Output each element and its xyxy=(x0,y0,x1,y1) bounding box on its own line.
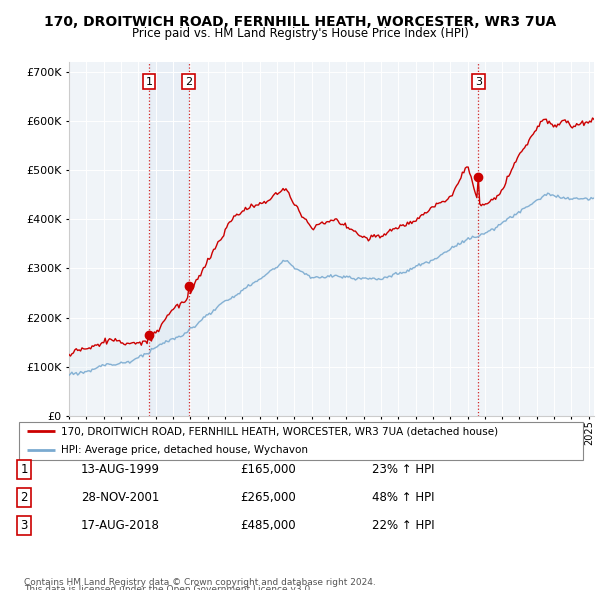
Text: 28-NOV-2001: 28-NOV-2001 xyxy=(81,491,160,504)
Text: 48% ↑ HPI: 48% ↑ HPI xyxy=(372,491,434,504)
Text: £165,000: £165,000 xyxy=(240,463,296,476)
Text: 170, DROITWICH ROAD, FERNHILL HEATH, WORCESTER, WR3 7UA: 170, DROITWICH ROAD, FERNHILL HEATH, WOR… xyxy=(44,15,556,29)
Text: 3: 3 xyxy=(20,519,28,532)
Text: 1: 1 xyxy=(20,463,28,476)
Text: 2: 2 xyxy=(20,491,28,504)
Text: 23% ↑ HPI: 23% ↑ HPI xyxy=(372,463,434,476)
FancyBboxPatch shape xyxy=(19,422,583,460)
Text: Contains HM Land Registry data © Crown copyright and database right 2024.: Contains HM Land Registry data © Crown c… xyxy=(24,578,376,587)
Text: 13-AUG-1999: 13-AUG-1999 xyxy=(81,463,160,476)
Text: 17-AUG-2018: 17-AUG-2018 xyxy=(81,519,160,532)
Text: 1: 1 xyxy=(146,77,152,87)
Text: This data is licensed under the Open Government Licence v3.0.: This data is licensed under the Open Gov… xyxy=(24,585,313,590)
Text: £485,000: £485,000 xyxy=(240,519,296,532)
Text: 170, DROITWICH ROAD, FERNHILL HEATH, WORCESTER, WR3 7UA (detached house): 170, DROITWICH ROAD, FERNHILL HEATH, WOR… xyxy=(61,427,497,436)
Text: 2: 2 xyxy=(185,77,192,87)
Text: 3: 3 xyxy=(475,77,482,87)
Text: 22% ↑ HPI: 22% ↑ HPI xyxy=(372,519,434,532)
Text: £265,000: £265,000 xyxy=(240,491,296,504)
Text: HPI: Average price, detached house, Wychavon: HPI: Average price, detached house, Wych… xyxy=(61,445,308,455)
Text: Price paid vs. HM Land Registry's House Price Index (HPI): Price paid vs. HM Land Registry's House … xyxy=(131,27,469,40)
